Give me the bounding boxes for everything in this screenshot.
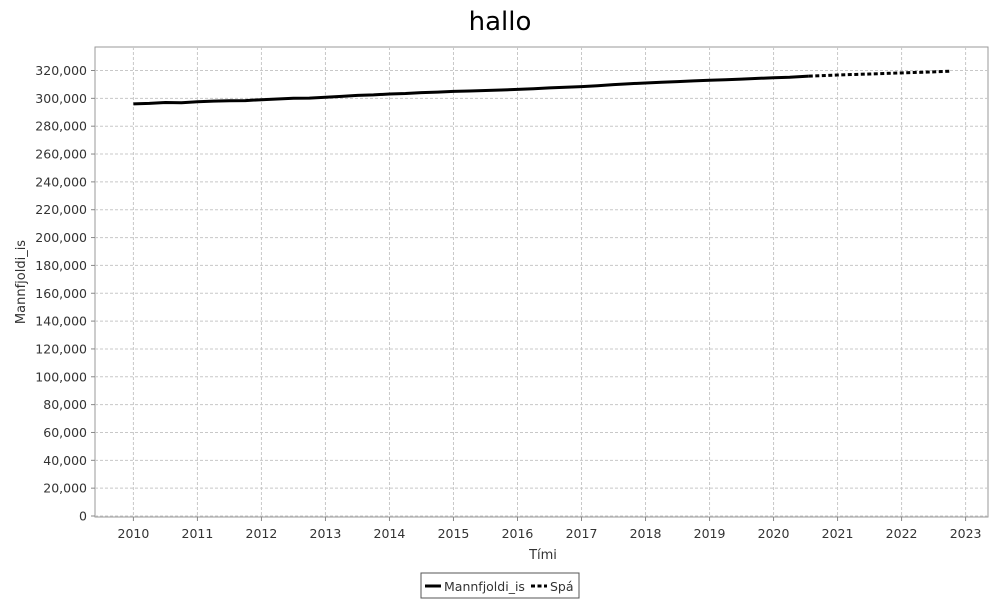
legend-box: [420, 572, 580, 599]
y-tick-label: 320,000: [35, 63, 87, 78]
y-axis-label: Mannfjoldi_is: [14, 240, 29, 324]
x-tick-label: 2011: [182, 526, 214, 541]
x-tick-label: 2016: [502, 526, 534, 541]
y-tick-label: 160,000: [35, 286, 87, 301]
x-tick-label: 2012: [246, 526, 278, 541]
y-tick-label: 100,000: [35, 369, 87, 384]
y-tick-label: 260,000: [35, 147, 87, 162]
x-tick-label: 2010: [118, 526, 150, 541]
y-tick-label: 20,000: [43, 481, 87, 496]
y-tick-label: 300,000: [35, 91, 87, 106]
series-line-mannfjoldi: [133, 74, 809, 106]
x-tick-label: 2015: [438, 526, 470, 541]
x-tick-label: 2022: [886, 526, 918, 541]
y-tick-label: 220,000: [35, 202, 87, 217]
x-tick-label: 2020: [758, 526, 790, 541]
y-tick-label: 0: [79, 509, 87, 524]
y-tick-label: 200,000: [35, 230, 87, 245]
axes: 0 20,000 40,000 60,000 80,000 100,000 120,000 1…: [35, 63, 981, 541]
y-tick-label: 280,000: [35, 119, 87, 134]
y-tick-label: 240,000: [35, 174, 87, 189]
x-tick-label: 2014: [374, 526, 406, 541]
legend: Mannfjoldi_is Spá: [420, 572, 580, 599]
y-tick-label: 180,000: [35, 258, 87, 273]
legend-label-spa: Spá: [550, 579, 574, 594]
x-tick-label: 2019: [694, 526, 726, 541]
grid: [95, 47, 988, 517]
chart-title: hallo: [469, 7, 532, 37]
y-tick-label: 40,000: [43, 453, 87, 468]
y-tick-label: 80,000: [43, 397, 87, 412]
legend-label-mannfjoldi: Mannfjoldi_is: [444, 579, 525, 594]
x-tick-label: 2018: [630, 526, 662, 541]
x-axis-label: Tími: [528, 548, 557, 563]
y-tick-label: 60,000: [43, 425, 87, 440]
series-group: [133, 69, 950, 106]
y-tick-label: 120,000: [35, 341, 87, 356]
x-tick-label: 2021: [822, 526, 854, 541]
plot-area: [94, 46, 989, 518]
x-tick-label: 2023: [950, 526, 982, 541]
y-tick-label: 140,000: [35, 314, 87, 329]
x-tick-label: 2017: [566, 526, 598, 541]
x-tick-label: 2013: [310, 526, 342, 541]
